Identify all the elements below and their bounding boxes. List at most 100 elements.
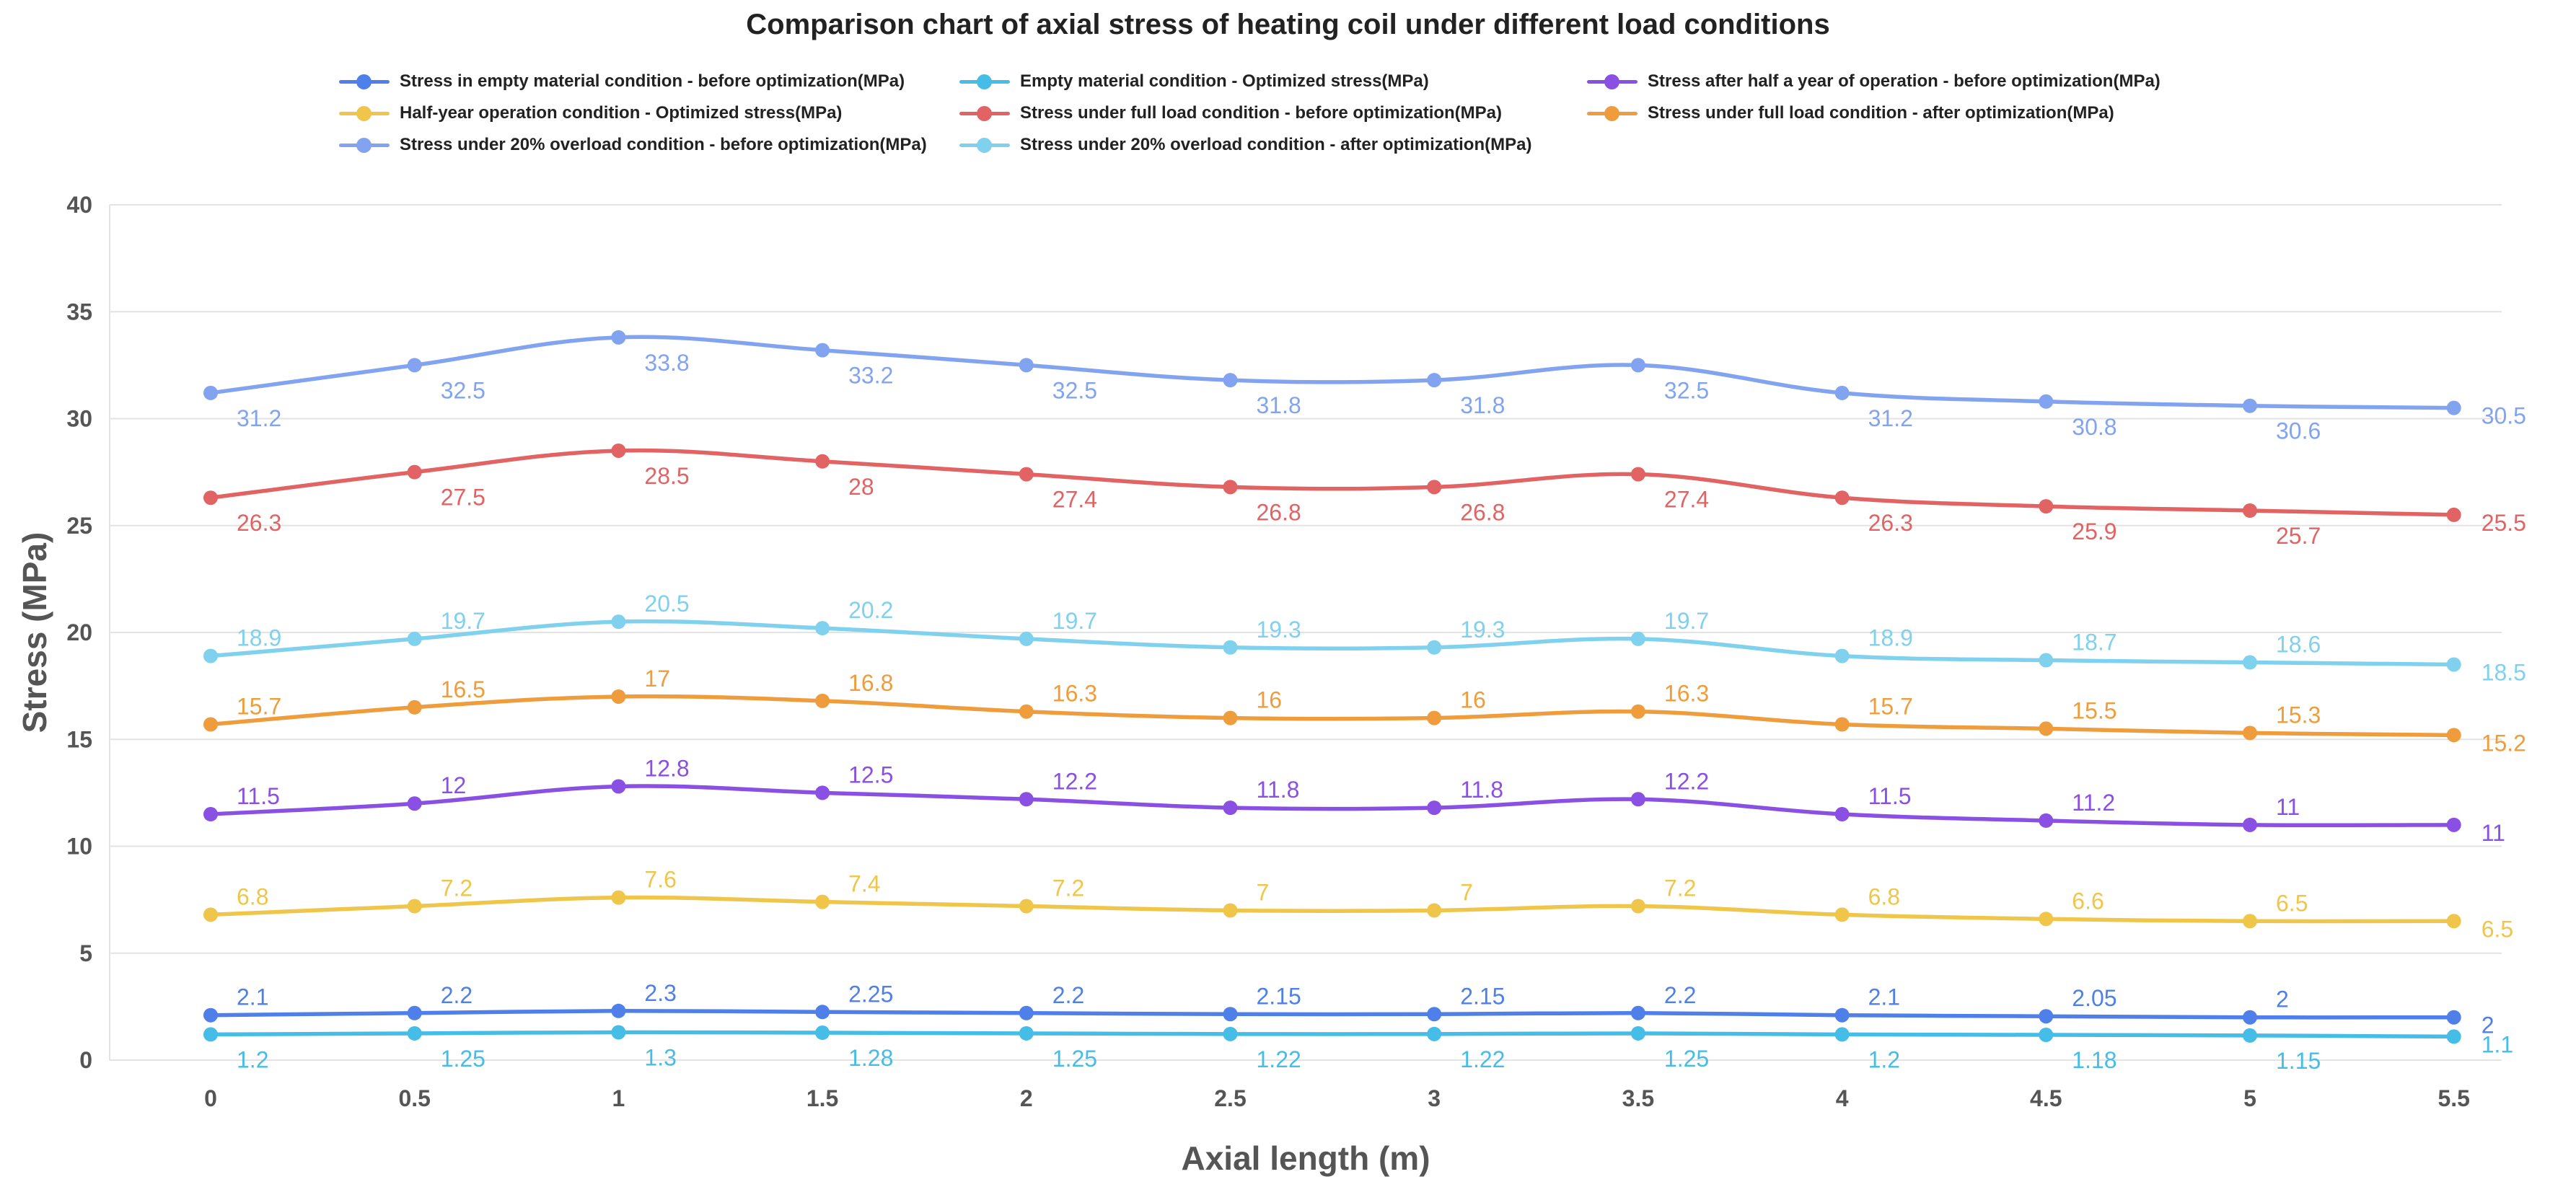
data-point[interactable] [1427, 903, 1442, 918]
data-point[interactable] [611, 614, 626, 630]
data-point[interactable] [2446, 914, 2461, 929]
data-point[interactable] [2039, 1009, 2054, 1024]
data-point[interactable] [2446, 400, 2461, 415]
data-point[interactable] [2446, 507, 2461, 522]
data-point[interactable] [1223, 373, 1238, 388]
data-point[interactable] [2446, 1029, 2461, 1044]
data-point[interactable] [1427, 710, 1442, 725]
data-point[interactable] [611, 1025, 626, 1040]
data-point[interactable] [1019, 792, 1034, 807]
data-point[interactable] [2446, 657, 2461, 672]
data-point[interactable] [203, 907, 218, 922]
data-point[interactable] [1427, 480, 1442, 495]
data-point[interactable] [407, 1005, 422, 1020]
data-point[interactable] [203, 648, 218, 663]
data-point[interactable] [2446, 728, 2461, 743]
data-point[interactable] [203, 1027, 218, 1042]
data-point[interactable] [407, 631, 422, 646]
data-point[interactable] [407, 700, 422, 715]
data-point[interactable] [1223, 1026, 1238, 1041]
data-point[interactable] [1834, 385, 1850, 400]
legend-item[interactable]: Stress under full load condition - befor… [959, 102, 1587, 124]
legend-item[interactable]: Stress under full load condition - after… [1587, 102, 2280, 124]
data-point[interactable] [2243, 725, 2257, 741]
data-point[interactable] [1834, 1007, 1850, 1023]
data-point[interactable] [1834, 907, 1850, 922]
data-point[interactable] [2243, 398, 2257, 413]
data-point[interactable] [407, 796, 422, 811]
data-point[interactable] [407, 358, 422, 373]
data-point[interactable] [1223, 903, 1238, 918]
data-point[interactable] [1223, 1007, 1238, 1022]
data-point[interactable] [815, 785, 830, 800]
data-point[interactable] [2039, 1028, 2054, 1043]
data-point[interactable] [1427, 800, 1442, 816]
data-point[interactable] [2243, 817, 2257, 832]
data-point[interactable] [2243, 914, 2257, 929]
data-point[interactable] [2243, 503, 2257, 518]
legend-item[interactable]: Stress under 20% overload condition - af… [959, 134, 1587, 156]
legend-item[interactable]: Stress after half a year of operation - … [1587, 71, 2280, 92]
data-point[interactable] [1630, 631, 1645, 646]
data-point[interactable] [407, 464, 422, 480]
data-point[interactable] [1019, 631, 1034, 646]
data-point[interactable] [815, 621, 830, 636]
data-point[interactable] [815, 894, 830, 909]
data-point[interactable] [1223, 640, 1238, 655]
data-point[interactable] [1019, 1005, 1034, 1020]
legend-item[interactable]: Stress in empty material condition - bef… [339, 71, 959, 92]
data-point[interactable] [611, 779, 626, 794]
data-point[interactable] [407, 1025, 422, 1041]
legend-item[interactable]: Empty material condition - Optimized str… [959, 71, 1587, 92]
data-point[interactable] [1630, 467, 1645, 482]
data-point[interactable] [1834, 1027, 1850, 1042]
data-point[interactable] [815, 1025, 830, 1041]
data-point[interactable] [1834, 807, 1850, 822]
data-point[interactable] [203, 717, 218, 732]
data-point[interactable] [1427, 1026, 1442, 1041]
data-point[interactable] [203, 385, 218, 400]
data-point[interactable] [611, 443, 626, 458]
data-point[interactable] [203, 1007, 218, 1023]
data-point[interactable] [1834, 717, 1850, 732]
data-point[interactable] [1834, 648, 1850, 663]
data-point[interactable] [2243, 1028, 2257, 1043]
data-point[interactable] [1019, 899, 1034, 914]
data-point[interactable] [1630, 792, 1645, 807]
data-point[interactable] [1630, 1005, 1645, 1020]
data-point[interactable] [1630, 1025, 1645, 1041]
data-point[interactable] [815, 343, 830, 358]
data-point[interactable] [1019, 704, 1034, 719]
data-point[interactable] [1630, 704, 1645, 719]
data-point[interactable] [1427, 640, 1442, 655]
data-point[interactable] [1223, 710, 1238, 725]
data-point[interactable] [1630, 358, 1645, 373]
data-point[interactable] [611, 689, 626, 704]
data-point[interactable] [203, 807, 218, 822]
data-point[interactable] [611, 330, 626, 345]
data-point[interactable] [611, 890, 626, 905]
data-point[interactable] [815, 454, 830, 469]
data-point[interactable] [815, 693, 830, 708]
data-point[interactable] [1427, 1007, 1442, 1022]
legend-item[interactable]: Stress under 20% overload condition - be… [339, 134, 959, 156]
data-point[interactable] [1630, 899, 1645, 914]
data-point[interactable] [2039, 721, 2054, 736]
data-point[interactable] [2039, 499, 2054, 514]
data-point[interactable] [1223, 480, 1238, 495]
data-point[interactable] [1019, 358, 1034, 373]
data-point[interactable] [815, 1005, 830, 1020]
data-point[interactable] [1223, 800, 1238, 816]
data-point[interactable] [1019, 1025, 1034, 1041]
data-point[interactable] [2243, 1010, 2257, 1025]
data-point[interactable] [1834, 490, 1850, 506]
data-point[interactable] [1019, 467, 1034, 482]
data-point[interactable] [2039, 394, 2054, 409]
data-point[interactable] [2446, 1010, 2461, 1025]
data-point[interactable] [2039, 653, 2054, 668]
data-point[interactable] [2446, 817, 2461, 832]
data-point[interactable] [2039, 912, 2054, 927]
data-point[interactable] [2243, 655, 2257, 670]
data-point[interactable] [2039, 813, 2054, 828]
legend-item[interactable]: Half-year operation condition - Optimize… [339, 102, 959, 124]
